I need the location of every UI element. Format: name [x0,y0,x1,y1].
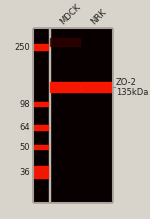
Text: 98: 98 [19,100,30,109]
Bar [33,28,112,202]
Bar [34,166,48,178]
Bar [81,82,111,92]
Bar [50,82,80,92]
Bar [34,145,48,149]
Text: 36: 36 [19,168,30,177]
Bar [49,28,50,202]
Text: 250: 250 [14,43,30,52]
Bar [33,28,112,202]
Text: 64: 64 [19,123,30,132]
Text: 135kDa: 135kDa [116,88,148,97]
Text: 50: 50 [19,143,30,152]
Bar [34,44,48,50]
Text: ZO-2: ZO-2 [116,78,137,87]
Text: MDCK: MDCK [58,2,82,26]
Text: NRK: NRK [90,7,108,26]
Bar [34,102,48,106]
Bar [34,125,48,130]
Bar [50,38,80,46]
